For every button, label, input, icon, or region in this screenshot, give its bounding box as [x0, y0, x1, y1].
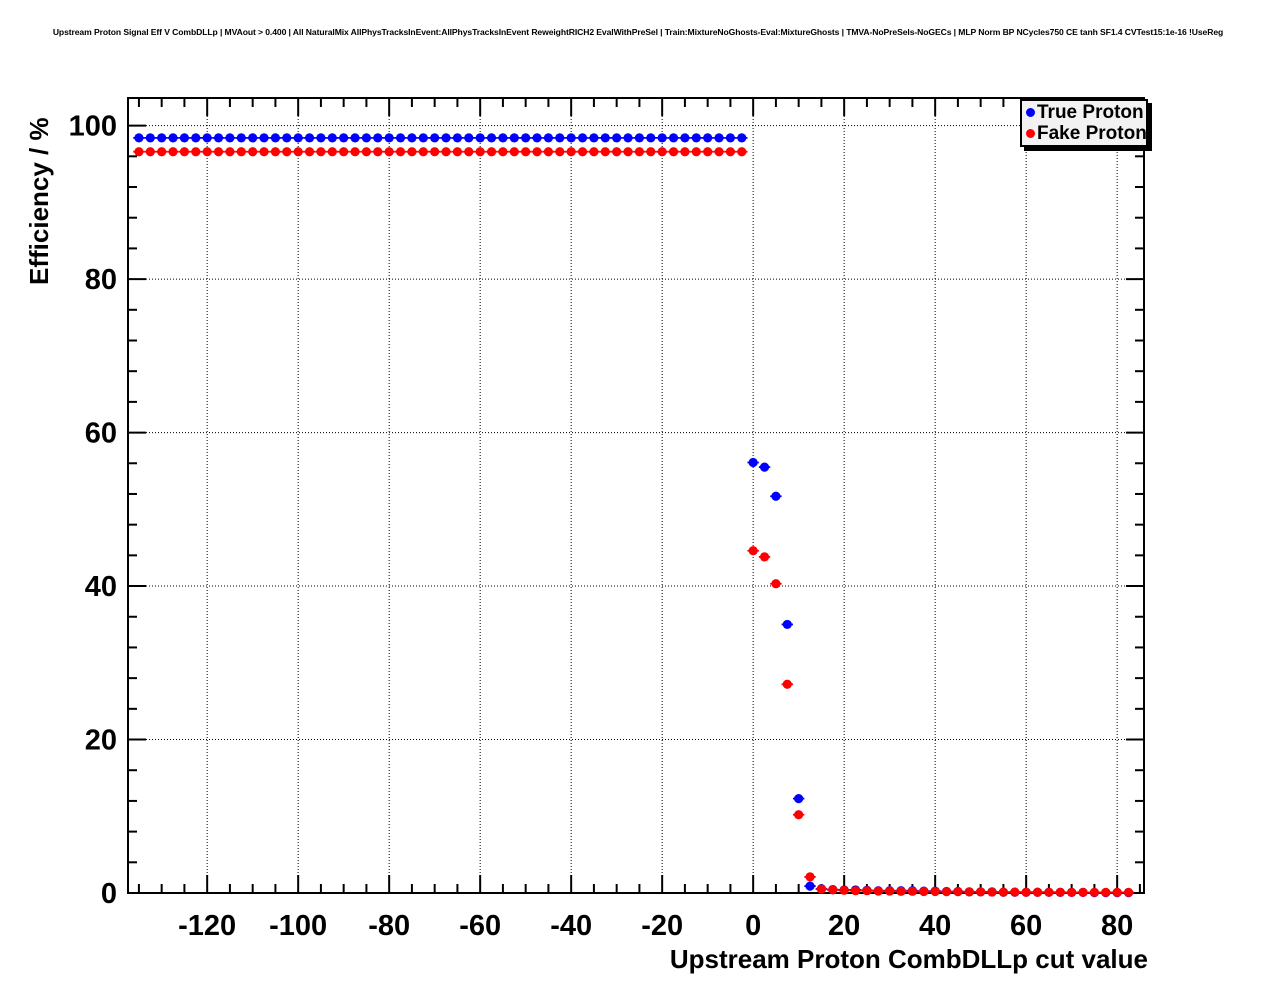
svg-text:60: 60 [1010, 910, 1042, 942]
legend-item-fake-proton: Fake Proton [1022, 123, 1147, 144]
svg-text:80: 80 [85, 264, 117, 296]
legend-label: Fake Proton [1037, 123, 1147, 144]
svg-text:-80: -80 [368, 910, 410, 942]
fake-proton-marker-icon [1026, 129, 1035, 138]
svg-text:-100: -100 [269, 910, 327, 942]
legend: True Proton Fake Proton [1020, 99, 1148, 147]
y-axis-title: Efficiency / % [24, 117, 54, 285]
legend-item-true-proton: True Proton [1022, 102, 1146, 123]
svg-text:0: 0 [745, 910, 761, 942]
svg-text:40: 40 [85, 571, 117, 603]
svg-text:40: 40 [919, 910, 951, 942]
svg-text:20: 20 [828, 910, 860, 942]
svg-text:100: 100 [69, 111, 117, 143]
plot-title: Upstream Proton Signal Eff V CombDLLp | … [52, 27, 1224, 37]
svg-text:60: 60 [85, 418, 117, 450]
svg-text:80: 80 [1101, 910, 1133, 942]
svg-text:-60: -60 [459, 910, 501, 942]
true-proton-marker-icon [1026, 108, 1035, 117]
legend-label: True Proton [1037, 102, 1144, 123]
svg-text:-120: -120 [178, 910, 236, 942]
svg-text:-20: -20 [641, 910, 683, 942]
svg-text:0: 0 [101, 878, 117, 910]
svg-text:20: 20 [85, 725, 117, 757]
x-axis-title: Upstream Proton CombDLLp cut value [669, 944, 1148, 974]
svg-text:-40: -40 [550, 910, 592, 942]
